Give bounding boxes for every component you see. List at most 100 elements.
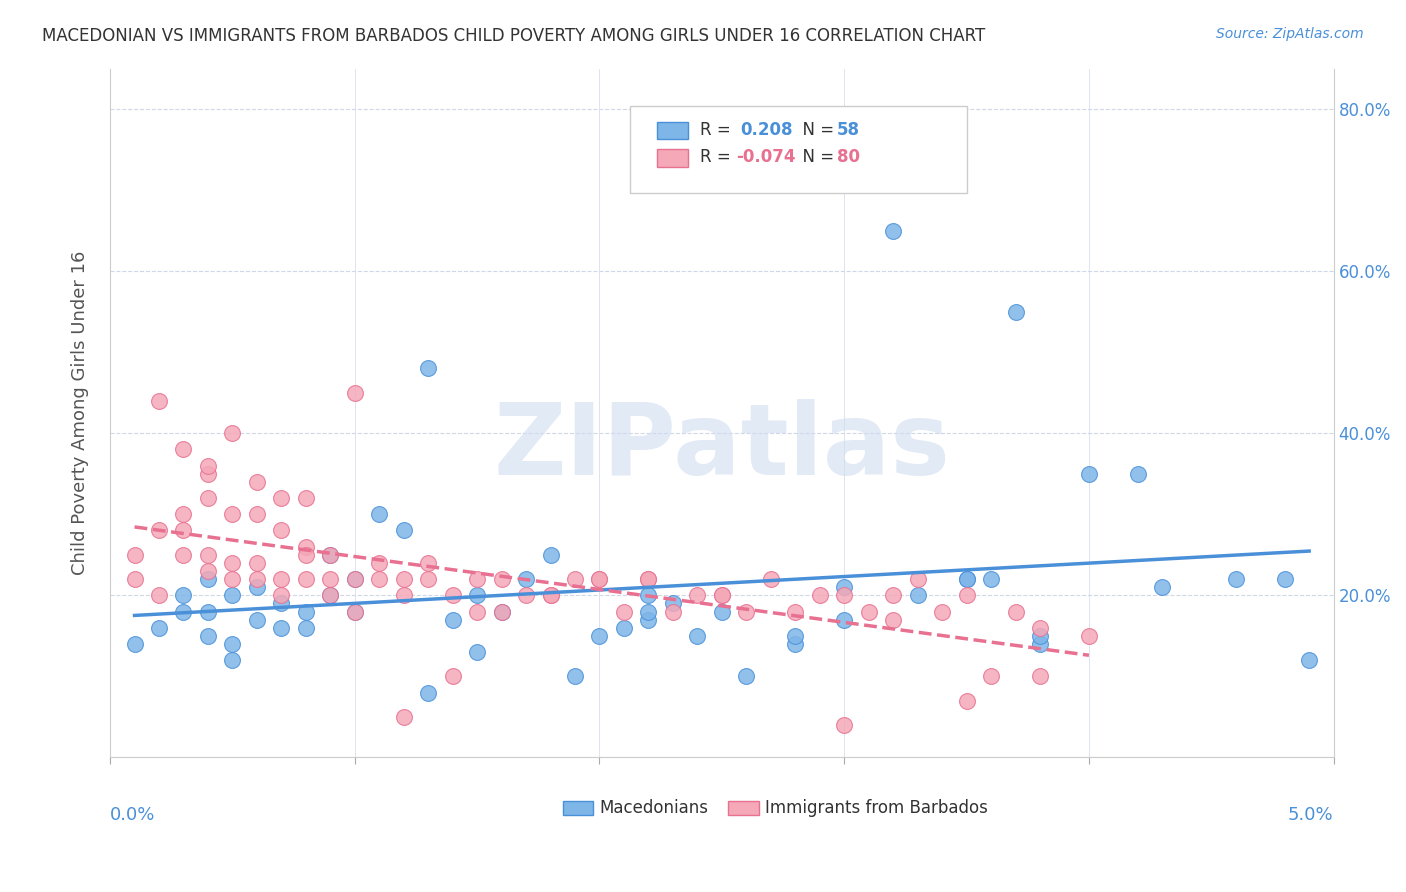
Point	[221, 556, 243, 570]
Point	[270, 572, 292, 586]
Point	[465, 588, 488, 602]
Point	[785, 629, 807, 643]
Point	[319, 588, 342, 602]
Point	[1004, 605, 1026, 619]
Text: 0.208: 0.208	[740, 120, 793, 139]
Point	[515, 588, 537, 602]
Point	[515, 572, 537, 586]
Point	[319, 588, 342, 602]
Point	[540, 588, 562, 602]
Point	[1298, 653, 1320, 667]
Point	[368, 508, 391, 522]
Point	[465, 572, 488, 586]
Point	[246, 613, 269, 627]
Point	[270, 524, 292, 538]
Point	[637, 572, 659, 586]
Point	[637, 588, 659, 602]
Point	[662, 596, 685, 610]
Point	[1126, 467, 1149, 481]
Point	[491, 605, 513, 619]
Text: Source: ZipAtlas.com: Source: ZipAtlas.com	[1216, 27, 1364, 41]
FancyBboxPatch shape	[657, 149, 688, 167]
Point	[246, 508, 269, 522]
Point	[955, 588, 977, 602]
Point	[148, 393, 170, 408]
Point	[613, 605, 636, 619]
Point	[980, 669, 1002, 683]
Point	[613, 621, 636, 635]
FancyBboxPatch shape	[728, 801, 759, 814]
Point	[197, 572, 219, 586]
Point	[1077, 467, 1099, 481]
Text: N =: N =	[792, 148, 839, 167]
Point	[197, 491, 219, 505]
Point	[295, 621, 318, 635]
Point	[465, 645, 488, 659]
Point	[392, 710, 415, 724]
Point	[441, 613, 464, 627]
Text: 58: 58	[837, 120, 860, 139]
Point	[491, 572, 513, 586]
Point	[197, 605, 219, 619]
Point	[392, 572, 415, 586]
Point	[785, 605, 807, 619]
Point	[221, 637, 243, 651]
Point	[343, 572, 366, 586]
Point	[246, 580, 269, 594]
Point	[124, 572, 146, 586]
Point	[832, 718, 855, 732]
Text: MACEDONIAN VS IMMIGRANTS FROM BARBADOS CHILD POVERTY AMONG GIRLS UNDER 16 CORREL: MACEDONIAN VS IMMIGRANTS FROM BARBADOS C…	[42, 27, 986, 45]
Text: 80: 80	[837, 148, 860, 167]
Point	[343, 605, 366, 619]
Point	[418, 685, 440, 699]
Point	[124, 548, 146, 562]
Point	[955, 572, 977, 586]
Point	[319, 572, 342, 586]
Point	[832, 613, 855, 627]
Point	[197, 467, 219, 481]
Text: Macedonians: Macedonians	[599, 798, 709, 817]
Point	[295, 548, 318, 562]
Point	[295, 491, 318, 505]
Point	[270, 621, 292, 635]
Point	[221, 508, 243, 522]
Point	[295, 572, 318, 586]
Point	[197, 629, 219, 643]
Point	[955, 572, 977, 586]
Point	[931, 605, 953, 619]
Point	[540, 548, 562, 562]
Text: -0.074: -0.074	[737, 148, 796, 167]
Point	[221, 572, 243, 586]
Point	[221, 653, 243, 667]
Point	[124, 637, 146, 651]
Point	[368, 572, 391, 586]
FancyBboxPatch shape	[562, 801, 593, 814]
Point	[808, 588, 831, 602]
Point	[319, 548, 342, 562]
Point	[588, 572, 610, 586]
Text: R =: R =	[700, 120, 741, 139]
Point	[882, 588, 904, 602]
Point	[343, 605, 366, 619]
Point	[1004, 304, 1026, 318]
Point	[710, 588, 733, 602]
Point	[980, 572, 1002, 586]
Point	[246, 556, 269, 570]
Point	[637, 605, 659, 619]
Point	[221, 426, 243, 441]
Point	[1225, 572, 1247, 586]
Point	[441, 588, 464, 602]
Text: 5.0%: 5.0%	[1288, 805, 1334, 823]
Point	[832, 588, 855, 602]
Point	[686, 588, 709, 602]
Point	[540, 588, 562, 602]
Point	[564, 669, 586, 683]
Point	[418, 572, 440, 586]
Point	[637, 613, 659, 627]
Point	[418, 556, 440, 570]
Point	[1274, 572, 1296, 586]
Point	[197, 564, 219, 578]
Point	[418, 361, 440, 376]
Y-axis label: Child Poverty Among Girls Under 16: Child Poverty Among Girls Under 16	[72, 251, 89, 575]
Point	[295, 540, 318, 554]
